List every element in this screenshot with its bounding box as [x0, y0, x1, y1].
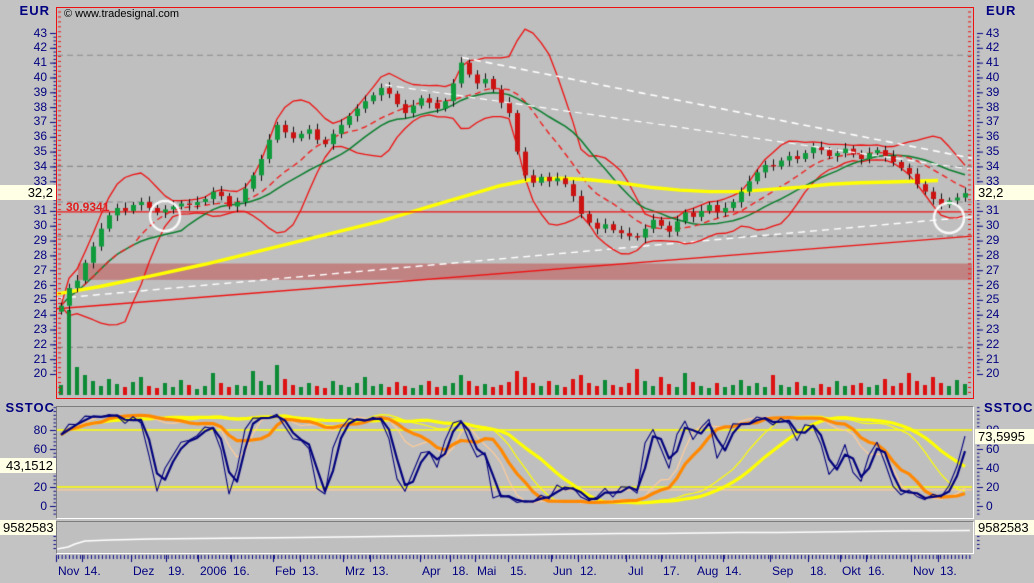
- price-tick-right: 37: [986, 114, 1000, 129]
- sstoc-tick-right: 0: [986, 498, 993, 513]
- price-tick-right: 24: [986, 307, 1000, 322]
- support-line-label: 30,9341: [66, 200, 110, 214]
- price-tick-left: 20: [33, 366, 47, 381]
- date-axis-label: 18.: [452, 564, 469, 578]
- price-tick-right: 40: [986, 69, 1000, 84]
- sstoc-badge-left: 43,1512: [0, 458, 56, 473]
- date-axis-label: 2006: [200, 564, 227, 578]
- sstoc-tick-right: 20: [986, 479, 1000, 494]
- price-tick-left: 38: [33, 99, 47, 114]
- date-axis-label: 14.: [725, 564, 742, 578]
- price-tick-right: 34: [986, 158, 1000, 173]
- price-tick-right: 31: [986, 203, 1000, 218]
- price-tick-right: 22: [986, 336, 1000, 351]
- date-axis-label: 13.: [302, 564, 319, 578]
- price-tick-left: 35: [33, 144, 47, 159]
- date-axis-label: Jul: [628, 564, 644, 578]
- price-tick-right: 35: [986, 144, 1000, 159]
- price-tick-left: 33: [33, 173, 47, 188]
- price-tick-left: 36: [33, 129, 47, 144]
- date-axis-label: 18.: [810, 564, 827, 578]
- date-axis-label: Dez: [133, 564, 155, 578]
- price-tick-right: 38: [986, 99, 1000, 114]
- date-axis-label: 15.: [510, 564, 527, 578]
- date-axis-label: 16.: [868, 564, 885, 578]
- price-tick-right: 33: [986, 173, 1000, 188]
- price-tick-right: 21: [986, 351, 1000, 366]
- date-axis-label: 14.: [84, 564, 101, 578]
- sstoc-tick-left: 80: [33, 422, 47, 437]
- date-axis-label: 13.: [940, 564, 957, 578]
- price-tick-left: 22: [33, 336, 47, 351]
- price-tick-left: 29: [33, 233, 47, 248]
- price-tick-right: 26: [986, 277, 1000, 292]
- date-axis-label: Sep: [772, 564, 794, 578]
- price-tick-left: 21: [33, 351, 47, 366]
- date-axis-label: Feb: [275, 564, 296, 578]
- price-tick-right: 42: [986, 40, 1000, 55]
- price-axis-title-left: EUR: [19, 3, 50, 18]
- sstoc-tick-left: 20: [33, 479, 47, 494]
- sstoc-tick-left: 60: [33, 441, 47, 456]
- price-tick-right: 39: [986, 84, 1000, 99]
- price-tick-right: 27: [986, 262, 1000, 277]
- price-tick-left: 24: [33, 307, 47, 322]
- copyright-text: © www.tradesignal.com: [64, 8, 180, 20]
- price-tick-right: 41: [986, 55, 1000, 70]
- price-tick-left: 42: [33, 40, 47, 55]
- price-tick-right: 30: [986, 218, 1000, 233]
- sstoc-axis-title-right: SSTOC: [984, 400, 1034, 415]
- price-tick-left: 30: [33, 218, 47, 233]
- date-axis-label: Apr: [422, 564, 441, 578]
- date-axis-label: Aug: [697, 564, 719, 578]
- price-tick-left: 34: [33, 158, 47, 173]
- price-tick-right: 20: [986, 366, 1000, 381]
- date-axis-label: 13.: [372, 564, 389, 578]
- date-axis-label: 19.: [168, 564, 185, 578]
- price-tick-right: 23: [986, 322, 1000, 337]
- sstoc-badge-right: 73,5995: [975, 429, 1034, 444]
- sstoc-tick-right: 60: [986, 441, 1000, 456]
- date-axis-label: Nov: [58, 564, 80, 578]
- price-tick-right: 43: [986, 25, 1000, 40]
- price-badge-left: 32,2: [0, 185, 56, 200]
- date-axis-label: Okt: [842, 564, 861, 578]
- volume-total-badge-left: 9582583: [0, 520, 56, 535]
- price-tick-left: 27: [33, 262, 47, 277]
- price-tick-right: 29: [986, 233, 1000, 248]
- date-axis-label: 12.: [580, 564, 597, 578]
- price-tick-left: 39: [33, 84, 47, 99]
- price-tick-left: 37: [33, 114, 47, 129]
- volume-total-badge-right: 9582583: [975, 520, 1034, 535]
- price-tick-left: 43: [33, 25, 47, 40]
- price-tick-left: 28: [33, 247, 47, 262]
- date-axis-label: Jun: [553, 564, 573, 578]
- date-axis-label: Nov: [913, 564, 935, 578]
- sstoc-tick-right: 40: [986, 460, 1000, 475]
- price-tick-right: 25: [986, 292, 1000, 307]
- price-tick-right: 28: [986, 247, 1000, 262]
- sstoc-axis-title-left: SSTOC: [5, 400, 55, 415]
- date-axis-label: Mai: [477, 564, 497, 578]
- date-axis-label: 16.: [233, 564, 250, 578]
- date-axis-label: Mrz: [345, 564, 365, 578]
- price-tick-left: 23: [33, 322, 47, 337]
- sstoc-tick-left: 0: [40, 498, 47, 513]
- price-axis-title-right: EUR: [986, 3, 1017, 18]
- price-tick-left: 31: [33, 203, 47, 218]
- date-axis-label: 17.: [663, 564, 680, 578]
- price-tick-right: 36: [986, 129, 1000, 144]
- price-tick-left: 26: [33, 277, 47, 292]
- price-tick-left: 25: [33, 292, 47, 307]
- price-badge-right: 32,2: [975, 185, 1034, 200]
- price-tick-left: 40: [33, 69, 47, 84]
- price-tick-left: 41: [33, 55, 47, 70]
